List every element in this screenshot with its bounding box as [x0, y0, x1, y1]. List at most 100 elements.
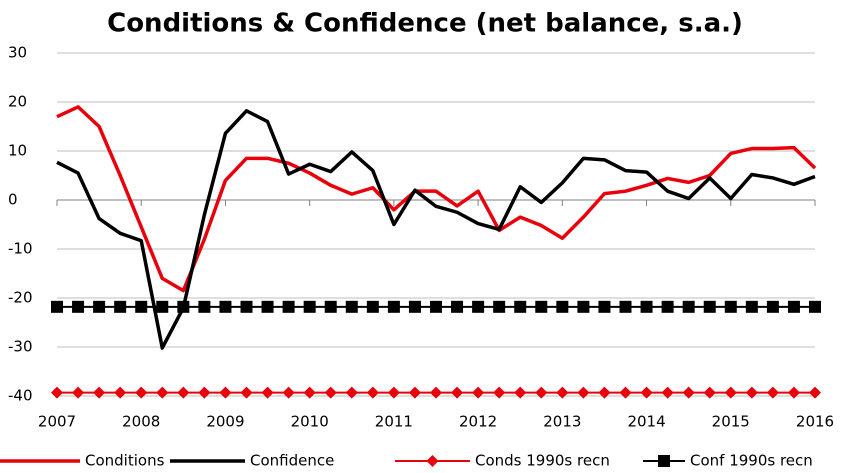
marker [766, 386, 779, 399]
marker [177, 386, 190, 399]
marker [219, 386, 232, 399]
marker [619, 386, 632, 399]
y-tick-label: 0 [8, 191, 18, 209]
marker [261, 300, 274, 313]
marker [198, 300, 211, 313]
legend-label: Confidence [250, 452, 334, 470]
marker [366, 300, 379, 313]
marker [261, 386, 274, 399]
marker [219, 300, 232, 313]
marker [640, 300, 653, 313]
marker [703, 300, 716, 313]
marker [156, 300, 169, 313]
legend-label: Conf 1990s recn [690, 452, 813, 470]
x-tick-label: 2015 [712, 413, 750, 431]
legend-label: Conds 1990s recn [475, 452, 610, 470]
marker [577, 386, 590, 399]
marker [724, 300, 737, 313]
marker [556, 386, 569, 399]
legend-marker [426, 455, 439, 467]
marker [430, 386, 442, 399]
marker [156, 386, 169, 399]
marker [766, 300, 779, 313]
marker [640, 386, 653, 399]
x-tick-label: 2013 [543, 413, 581, 431]
marker [661, 300, 674, 313]
chart-title: Conditions & Confidence (net balance, s.… [107, 9, 743, 39]
x-tick-label: 2009 [206, 413, 244, 431]
marker [451, 300, 464, 313]
marker [535, 300, 548, 313]
marker [72, 386, 85, 399]
marker [135, 300, 148, 313]
marker [366, 386, 379, 399]
marker [430, 300, 442, 313]
marker [745, 300, 758, 313]
marker [114, 386, 127, 399]
marker [598, 386, 611, 399]
marker [724, 386, 737, 399]
marker [682, 386, 695, 399]
marker [809, 386, 821, 399]
marker [514, 300, 527, 313]
marker [282, 386, 295, 399]
y-tick-label: 30 [8, 44, 27, 62]
marker [282, 300, 295, 313]
marker [556, 300, 569, 313]
marker [303, 386, 316, 399]
marker [472, 386, 485, 399]
marker [577, 300, 590, 313]
marker [787, 300, 800, 313]
marker [72, 300, 85, 313]
y-tick-label: 10 [8, 142, 27, 160]
legend-label: Conditions [85, 452, 165, 470]
x-tick-label: 2008 [122, 413, 160, 431]
marker [535, 386, 548, 399]
marker [51, 300, 63, 313]
y-tick-label: -20 [8, 289, 33, 307]
marker [51, 386, 63, 399]
marker [177, 300, 190, 313]
marker [345, 300, 358, 313]
y-tick-label: -30 [8, 338, 33, 356]
marker [198, 386, 211, 399]
marker [745, 386, 758, 399]
series-line [56, 105, 817, 293]
marker [682, 300, 695, 313]
marker [408, 386, 421, 399]
marker [324, 386, 337, 399]
marker [93, 300, 106, 313]
x-tick-label: 2010 [291, 413, 329, 431]
marker [493, 386, 506, 399]
marker [240, 386, 253, 399]
marker [619, 300, 632, 313]
y-tick-label: 20 [8, 93, 27, 111]
marker [809, 300, 821, 313]
marker [661, 386, 674, 399]
x-tick-label: 2011 [375, 413, 413, 431]
marker [703, 386, 716, 399]
marker [240, 300, 253, 313]
marker [598, 300, 611, 313]
marker [324, 300, 337, 313]
marker [493, 300, 506, 313]
marker [387, 300, 400, 313]
legend-marker [658, 455, 670, 467]
x-tick-label: 2012 [459, 413, 497, 431]
marker [472, 300, 485, 313]
marker [135, 386, 148, 399]
marker [303, 300, 316, 313]
marker [387, 386, 400, 399]
marker [345, 386, 358, 399]
x-tick-label: 2014 [627, 413, 665, 431]
marker [514, 386, 527, 399]
marker [114, 300, 127, 313]
marker [408, 300, 421, 313]
x-tick-label: 2007 [38, 413, 76, 431]
y-tick-label: -10 [8, 240, 33, 258]
marker [451, 386, 464, 399]
y-tick-label: -40 [8, 387, 33, 405]
marker [787, 386, 800, 399]
x-tick-label: 2016 [796, 413, 834, 431]
